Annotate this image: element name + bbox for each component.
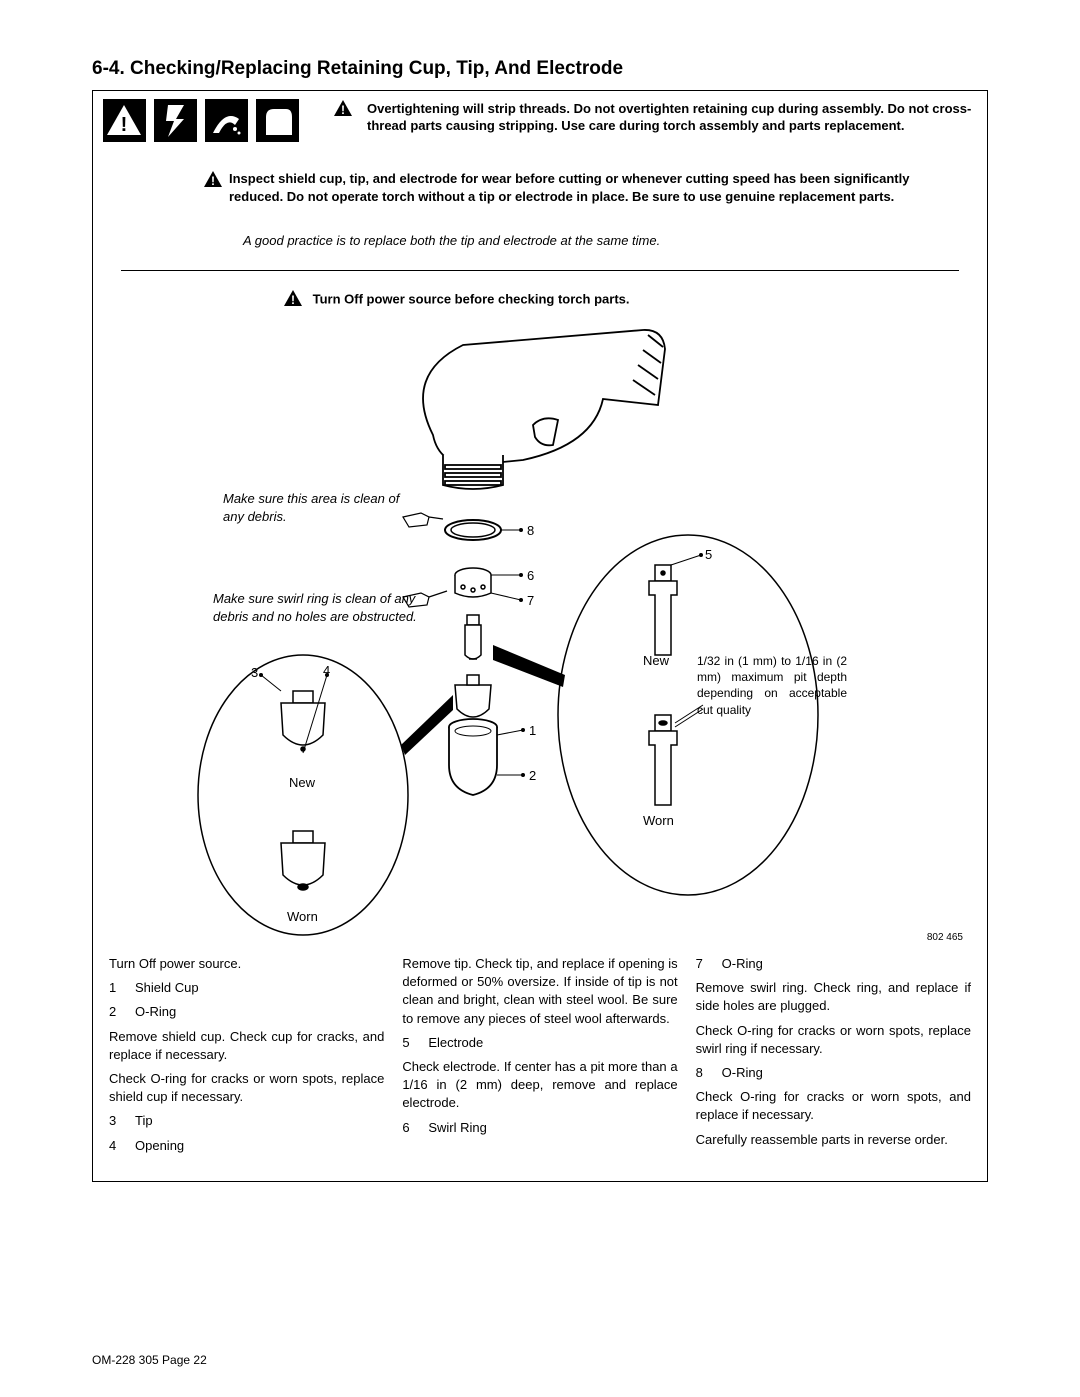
exploded-diagram: Make sure this area is clean of any debr… <box>103 315 977 945</box>
item-3: 3Tip <box>109 1112 384 1130</box>
para-oring1: Check O-ring for cracks or worn spots, r… <box>109 1070 384 1106</box>
figure-number: 802 465 <box>927 932 963 943</box>
para-swirl: Remove swirl ring. Check ring, and repla… <box>696 979 971 1015</box>
inspect-warning-text: Inspect shield cup, tip, and electrode f… <box>229 170 947 205</box>
worn-tip-label: Worn <box>287 909 318 924</box>
item-6: 6Swirl Ring <box>402 1119 677 1137</box>
item-2: 2O-Ring <box>109 1003 384 1021</box>
para-reassemble: Carefully reassemble parts in reverse or… <box>696 1131 971 1149</box>
top-warning-row: ! ! Overtightening will strip threads. D… <box>103 99 977 142</box>
column-1: Turn Off power source. 1Shield Cup 2O-Ri… <box>109 955 384 1161</box>
column-2: Remove tip. Check tip, and replace if op… <box>402 955 677 1161</box>
pit-depth-note: 1/32 in (1 mm) to 1/16 in (2 mm) maximum… <box>697 653 847 718</box>
practice-note: A good practice is to replace both the t… <box>103 233 977 248</box>
svg-text:!: ! <box>121 114 128 136</box>
item-5: 5Electrode <box>402 1034 677 1052</box>
warning-triangle-icon: ! <box>283 289 303 311</box>
callout-3: 3 <box>251 665 258 680</box>
svg-text:!: ! <box>341 103 345 117</box>
para-shield: Remove shield cup. Check cup for cracks,… <box>109 1028 384 1064</box>
column-3: 7O-Ring Remove swirl ring. Check ring, a… <box>696 955 971 1161</box>
clean-area-note: Make sure this area is clean of any debr… <box>223 490 413 525</box>
para-oring2: Check O-ring for cracks or worn spots, r… <box>696 1022 971 1058</box>
para-tip: Remove tip. Check tip, and replace if op… <box>402 955 677 1028</box>
divider <box>121 270 959 271</box>
content-frame: ! ! Overtightening will strip threads. D… <box>92 90 988 1182</box>
callout-1: 1 <box>529 723 536 738</box>
callout-5: 5 <box>705 547 712 562</box>
para-oring3: Check O-ring for cracks or worn spots, a… <box>696 1088 971 1124</box>
overtighten-warning: Overtightening will strip threads. Do no… <box>367 99 977 135</box>
callout-7: 7 <box>527 593 534 608</box>
item-8: 8O-Ring <box>696 1064 971 1082</box>
worn-electrode-label: Worn <box>643 813 674 828</box>
svg-text:!: ! <box>291 293 295 307</box>
page-footer: OM-228 305 Page 22 <box>92 1353 207 1367</box>
para-electrode: Check electrode. If center has a pit mor… <box>402 1058 677 1113</box>
callout-8: 8 <box>527 523 534 538</box>
callout-4: 4 <box>323 663 330 678</box>
glove-icon <box>256 99 299 142</box>
swirl-clean-note: Make sure swirl ring is clean of any deb… <box>213 590 443 625</box>
turnoff-warning: ! Turn Off power source before checking … <box>103 289 977 311</box>
callout-6: 6 <box>527 568 534 583</box>
item-1: 1Shield Cup <box>109 979 384 997</box>
intro-text: Turn Off power source. <box>109 955 384 973</box>
turnoff-text: Turn Off power source before checking to… <box>313 292 630 307</box>
new-electrode-label: New <box>643 653 669 668</box>
shock-icon <box>154 99 197 142</box>
spark-icon <box>205 99 248 142</box>
item-4: 4Opening <box>109 1137 384 1155</box>
section-title: 6-4. Checking/Replacing Retaining Cup, T… <box>92 58 988 80</box>
warning-triangle-icon: ! <box>203 170 223 192</box>
inspect-warning-row: ! Inspect shield cup, tip, and electrode… <box>103 170 977 205</box>
callout-2: 2 <box>529 768 536 783</box>
instruction-columns: Turn Off power source. 1Shield Cup 2O-Ri… <box>103 955 977 1161</box>
warning-triangle-icon: ! <box>333 99 353 121</box>
new-tip-label: New <box>289 775 315 790</box>
svg-text:!: ! <box>211 174 215 188</box>
item-7: 7O-Ring <box>696 955 971 973</box>
hazard-icon: ! <box>103 99 146 142</box>
